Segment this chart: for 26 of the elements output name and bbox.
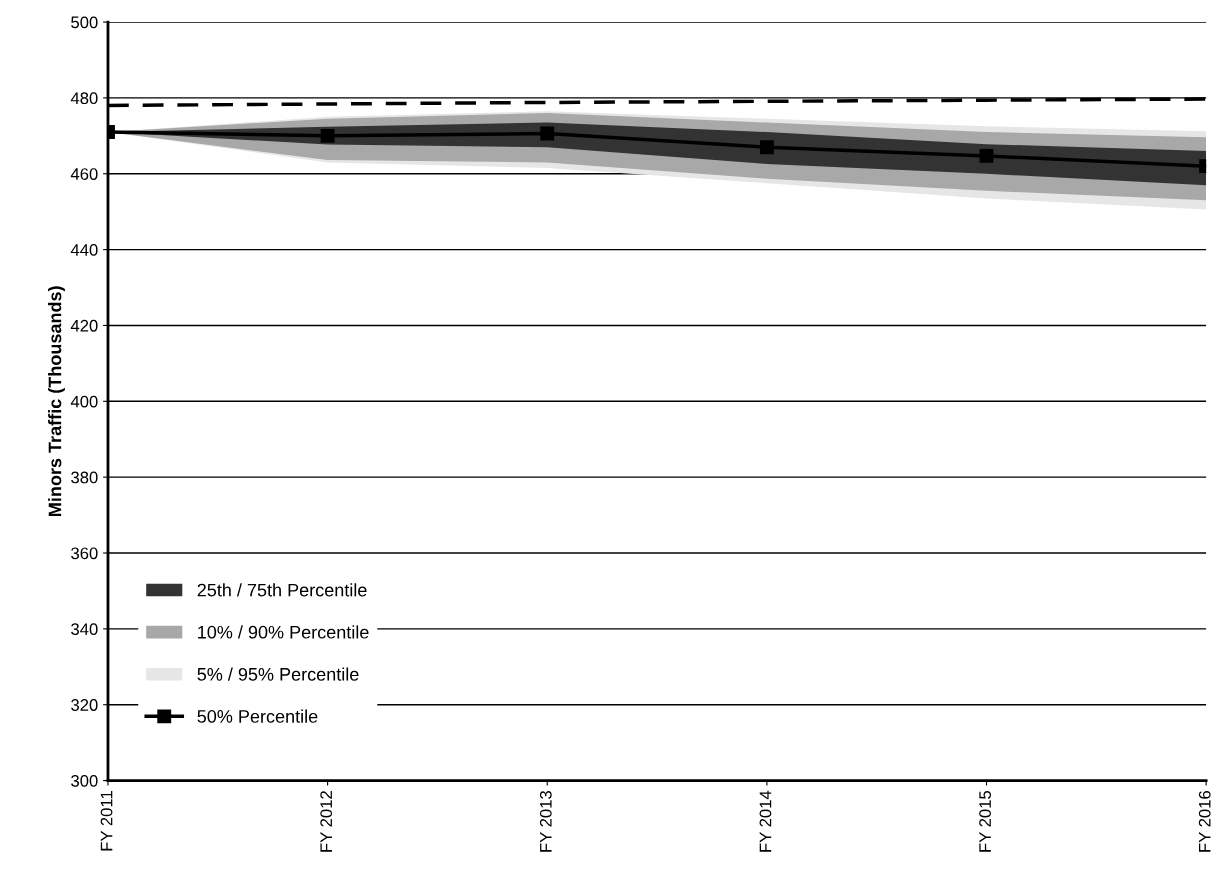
x-tick-label: FY 2016 — [1198, 791, 1211, 852]
point — [540, 126, 555, 141]
point — [979, 148, 994, 163]
point — [320, 128, 335, 143]
legend-label: 50% Percentile — [197, 709, 318, 723]
y-tick-label: 360 — [71, 547, 98, 560]
y-tick-label: 500 — [71, 16, 98, 29]
y-tick-label: 320 — [71, 699, 98, 711]
y-tick-label: 380 — [71, 471, 98, 484]
y-axis-title: Minors Traffic (Thousands) — [48, 286, 65, 516]
x-tick-label: FY 2014 — [759, 790, 772, 852]
legend-label: 10% / 90% Percentile — [198, 625, 369, 639]
x-tick-label: FY 2012 — [320, 791, 333, 852]
y-tick-label: 480 — [70, 92, 98, 105]
legend-label: 25th / 75th Percentile — [197, 583, 367, 597]
legend-label: 5% / 95% Percentile — [197, 667, 359, 681]
y-tick-label: 420 — [70, 319, 98, 332]
y-tick-label: 300 — [71, 774, 98, 787]
point — [759, 140, 774, 155]
y-tick-label: 460 — [70, 168, 98, 180]
x-tick-label: FY 2015 — [979, 790, 991, 852]
x-tick-label: FY 2013 — [539, 791, 552, 852]
y-tick-label: 400 — [70, 395, 98, 408]
y-tick-label: 340 — [71, 623, 98, 636]
y-tick-label: 440 — [70, 244, 98, 256]
x-tick-label: FY 2011 — [100, 791, 113, 851]
